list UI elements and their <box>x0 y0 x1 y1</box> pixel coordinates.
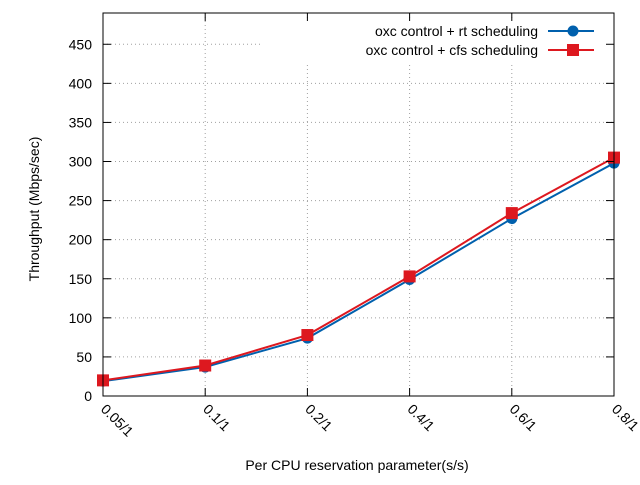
y-tick-label: 50 <box>76 349 92 365</box>
y-tick-label: 450 <box>69 36 93 52</box>
y-tick-label: 0 <box>84 388 92 404</box>
data-point <box>403 270 416 283</box>
y-axis-label: Throughput (Mbps/sec) <box>26 137 42 282</box>
y-tick-label: 300 <box>69 154 93 170</box>
data-point <box>199 359 212 372</box>
plot-frame <box>102 12 615 397</box>
x-tick-label: 0.4/1 <box>404 401 437 434</box>
y-tick-label: 400 <box>69 75 93 91</box>
x-tick-label: 0.2/1 <box>302 401 335 434</box>
x-tick-label: 0.05/1 <box>98 401 137 440</box>
legend-label: oxc control + cfs scheduling <box>366 42 538 58</box>
series-line <box>102 156 615 382</box>
series-group <box>97 151 620 387</box>
legend-background <box>262 19 612 63</box>
legend: oxc control + rt scheduling oxc control +… <box>262 19 612 63</box>
y-tick-label: 100 <box>69 310 93 326</box>
x-axis-label: Per CPU reservation parameter(s/s) <box>245 457 468 473</box>
data-point <box>567 25 579 37</box>
series-cfs-scheduling <box>97 151 620 387</box>
data-point <box>505 207 518 220</box>
data-point <box>301 329 314 342</box>
x-tick-label: 0.1/1 <box>200 401 233 434</box>
data-point <box>567 44 579 56</box>
x-tick-label: 0.8/1 <box>609 401 640 434</box>
tick-marks <box>102 13 615 397</box>
y-tick-labels: 0 50 100 150 200 250 300 350 400 450 <box>69 36 93 404</box>
x-tick-label: 0.6/1 <box>507 401 540 434</box>
x-tick-labels: 0.05/1 0.1/1 0.2/1 0.4/1 0.6/1 0.8/1 <box>98 401 640 440</box>
y-tick-label: 200 <box>69 232 93 248</box>
y-tick-label: 250 <box>69 193 93 209</box>
y-tick-label: 150 <box>69 271 93 287</box>
y-tick-label: 350 <box>69 114 93 130</box>
series-rt-scheduling <box>97 157 620 387</box>
series-line <box>102 162 615 383</box>
legend-label: oxc control + rt scheduling <box>375 23 538 39</box>
